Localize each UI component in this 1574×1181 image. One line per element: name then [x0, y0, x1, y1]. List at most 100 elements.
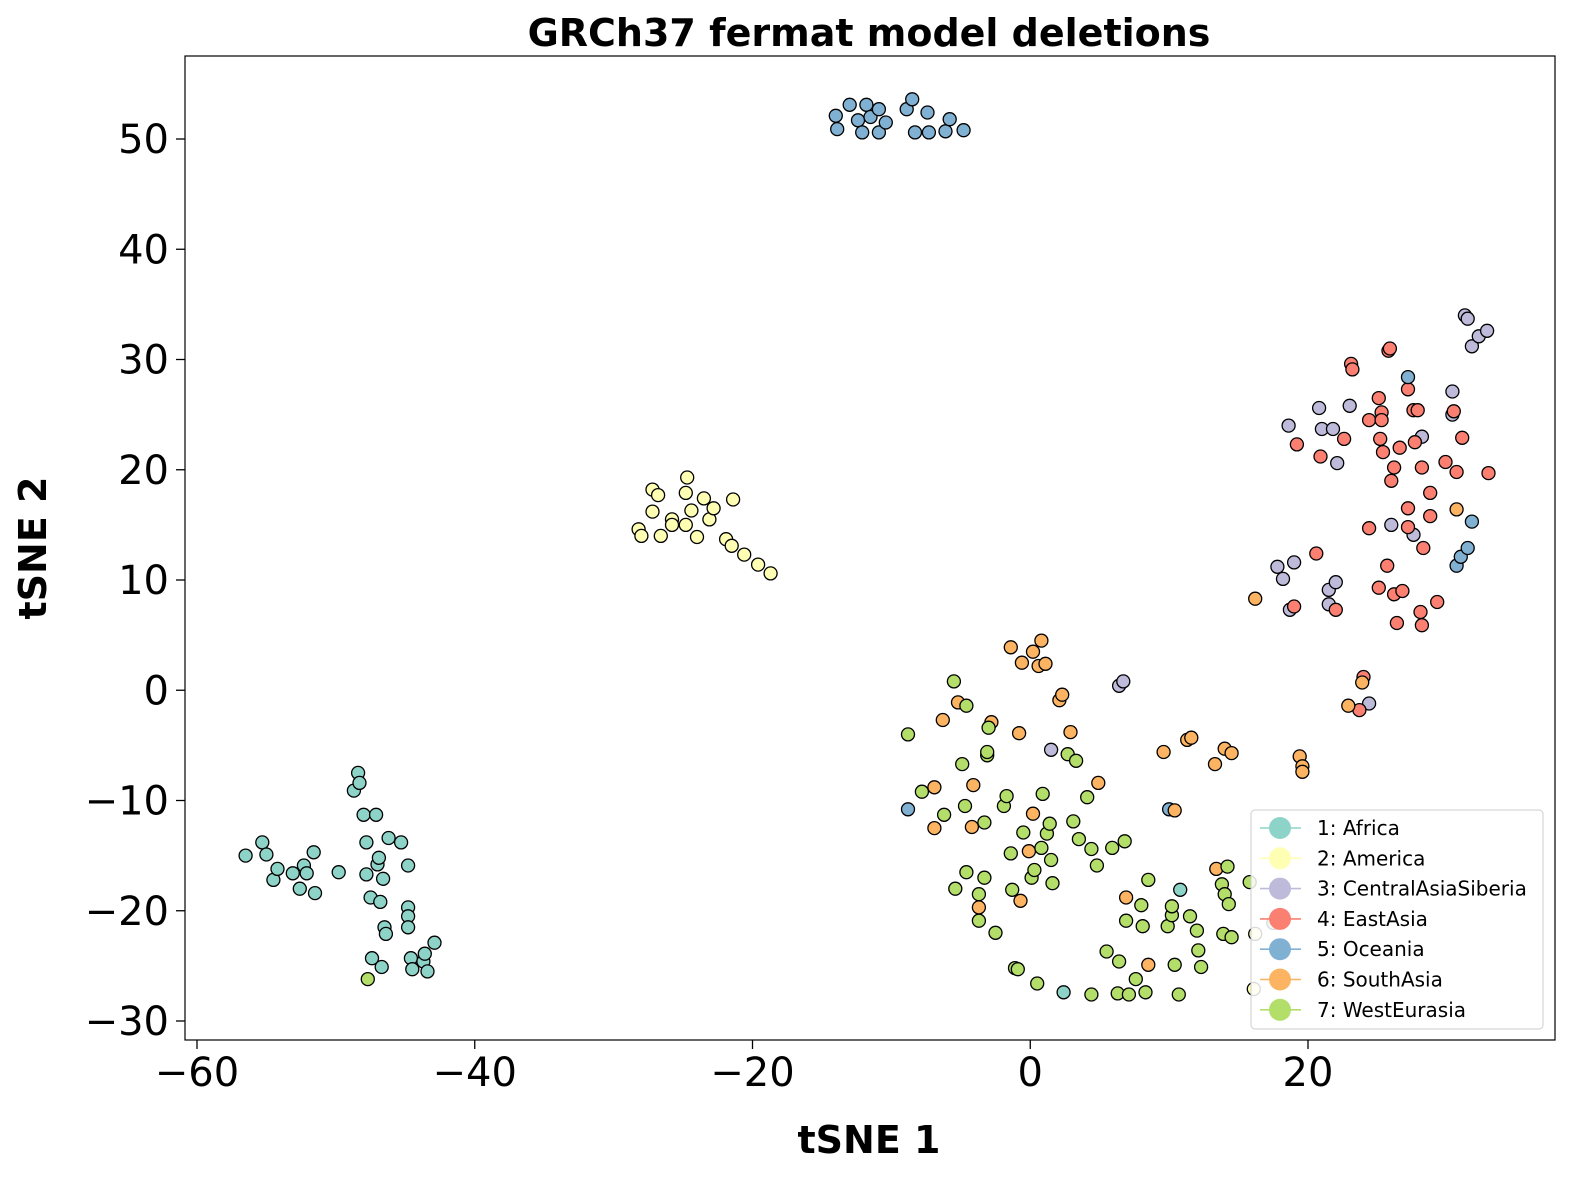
data-point [1464, 514, 1480, 529]
data-point [1336, 431, 1352, 447]
data-point [935, 712, 950, 728]
data-point [292, 881, 307, 896]
data-point [921, 125, 937, 140]
data-point [1389, 615, 1405, 631]
data-point [664, 517, 680, 533]
data-point [1455, 430, 1470, 445]
data-point [977, 815, 992, 830]
data-point [364, 951, 380, 966]
data-point [1311, 400, 1327, 416]
data-point [696, 491, 712, 506]
data-point [1361, 412, 1377, 428]
data-point [737, 547, 752, 562]
data-point [957, 798, 973, 814]
y-tick-label: −10 [85, 779, 169, 825]
data-point [966, 777, 981, 793]
data-point [971, 900, 987, 915]
data-point [964, 819, 980, 835]
data-point [417, 946, 432, 961]
data-point [955, 756, 970, 772]
data-point [1011, 726, 1027, 741]
data-point [946, 674, 962, 689]
data-point [1184, 730, 1199, 745]
data-point [678, 517, 693, 533]
data-point [920, 105, 935, 120]
data-point [1056, 985, 1071, 1000]
data-point [420, 964, 435, 979]
data-point [830, 121, 845, 137]
data-point [427, 935, 442, 950]
data-point [1375, 444, 1391, 460]
data-point [331, 865, 346, 880]
legend-item: 1: Africa [1260, 816, 1400, 840]
data-point [1328, 575, 1343, 590]
data-point [1043, 742, 1059, 757]
data-point [1355, 675, 1370, 690]
data-point [1289, 437, 1305, 452]
data-point [1342, 398, 1357, 413]
data-point [977, 870, 992, 885]
legend-label: 5: Oceania [1317, 937, 1425, 961]
legend-label: 6: SouthAsia [1317, 968, 1443, 992]
data-point [850, 113, 866, 128]
legend-marker [1269, 998, 1291, 1021]
data-point [1138, 985, 1153, 1000]
data-point [1481, 465, 1496, 481]
data-point [1392, 440, 1407, 455]
data-point [1464, 339, 1480, 354]
data-point [1118, 913, 1134, 928]
data-point [1167, 957, 1182, 972]
legend-marker [1269, 907, 1291, 930]
data-point [988, 925, 1003, 940]
data-point [1117, 834, 1132, 849]
data-point [1384, 517, 1399, 533]
data-point [1281, 418, 1296, 433]
data-point [855, 125, 870, 140]
legend-marker [1269, 817, 1291, 839]
data-point [914, 784, 930, 799]
data-point [1371, 580, 1386, 595]
data-point [1071, 831, 1087, 847]
data-point [971, 887, 987, 902]
data-point [1030, 976, 1045, 991]
data-point [927, 780, 942, 795]
data-point [360, 971, 375, 987]
data-point [1091, 775, 1106, 791]
data-point [1141, 957, 1156, 972]
data-point [393, 835, 409, 850]
data-point [1460, 540, 1475, 556]
data-point [948, 881, 963, 896]
data-point [1423, 485, 1438, 501]
legend: 1: Africa 2: America 3: CentralAsiaSiberia… [1250, 809, 1544, 1030]
data-point [1128, 971, 1143, 987]
x-tick-label: −20 [710, 1050, 794, 1096]
data-point [956, 123, 971, 138]
data-point [255, 835, 270, 850]
data-point [1016, 825, 1031, 840]
data-point [1167, 803, 1182, 818]
data-point [999, 788, 1014, 804]
data-point [1400, 501, 1416, 516]
x-tick-label: −60 [155, 1050, 239, 1096]
data-point [1413, 604, 1428, 620]
data-point [238, 848, 253, 863]
data-point [1066, 814, 1081, 829]
data-point [375, 871, 391, 886]
x-tick-label: 20 [1283, 1050, 1334, 1096]
series-7 [360, 674, 1257, 1002]
x-tick-label: 0 [1018, 1050, 1043, 1096]
y-axis-label: tSNE 2 [11, 477, 55, 620]
data-point [750, 557, 766, 572]
data-point [678, 485, 693, 501]
plot-frame [184, 55, 1556, 1041]
data-point [1270, 559, 1285, 574]
data-point [1121, 987, 1137, 1002]
data-point [1286, 555, 1302, 570]
data-point [1038, 656, 1053, 671]
data-point [1111, 954, 1127, 969]
data-point [1084, 987, 1099, 1002]
data-point [1135, 919, 1150, 934]
data-point [1400, 519, 1416, 535]
data-point [959, 698, 974, 713]
y-tick-label: 30 [118, 338, 169, 384]
